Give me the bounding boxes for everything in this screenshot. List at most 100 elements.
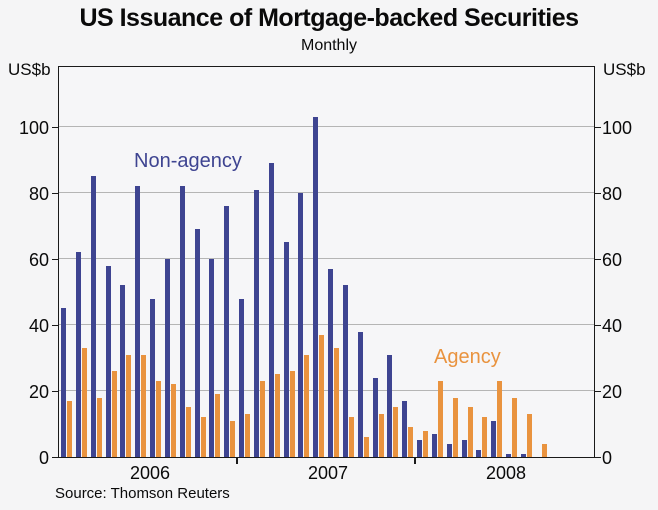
gridline-40 xyxy=(59,324,594,325)
bar-agency-jun-2006 xyxy=(141,355,147,457)
chart-subtitle: Monthly xyxy=(300,37,358,54)
bar-non-agency-may-2006 xyxy=(120,285,126,457)
bar-agency-aug-2006 xyxy=(170,384,176,457)
ytick-label-right-20: 20 xyxy=(602,381,623,402)
bar-non-agency-jun-2008 xyxy=(491,421,497,457)
ytick-mark-right-20 xyxy=(595,390,601,393)
bar-agency-sep-2007 xyxy=(363,437,369,457)
bar-agency-may-2006 xyxy=(126,355,132,457)
bar-agency-feb-2006 xyxy=(81,348,87,457)
bar-agency-oct-2006 xyxy=(200,417,206,457)
bar-non-agency-aug-2008 xyxy=(520,454,526,457)
bar-non-agency-feb-2007 xyxy=(253,190,259,457)
ytick-mark-left-80 xyxy=(52,192,58,195)
ytick-mark-right-0 xyxy=(595,456,601,459)
xtick-year-boundary xyxy=(414,458,416,464)
bar-agency-aug-2008 xyxy=(526,414,532,457)
ytick-label-right-80: 80 xyxy=(602,183,623,204)
bar-non-agency-jul-2008 xyxy=(506,454,511,457)
bar-agency-sep-2006 xyxy=(185,407,191,457)
bar-agency-mar-2008 xyxy=(452,398,458,457)
bar-agency-mar-2006 xyxy=(96,398,102,457)
bar-agency-jun-2007 xyxy=(319,335,325,457)
plot-area xyxy=(58,66,595,458)
bar-agency-apr-2006 xyxy=(111,371,117,457)
bar-agency-nov-2006 xyxy=(215,394,221,457)
bar-non-agency-may-2007 xyxy=(298,193,304,457)
bar-non-agency-mar-2006 xyxy=(90,176,96,457)
bar-agency-jan-2008 xyxy=(423,431,428,457)
ytick-mark-right-100 xyxy=(595,126,601,129)
y-axis-unit-right: US$b xyxy=(603,60,646,79)
y-axis-unit-left: US$b xyxy=(8,60,51,79)
bar-agency-aug-2007 xyxy=(348,417,354,457)
bar-non-agency-may-2008 xyxy=(476,450,482,457)
bar-non-agency-jul-2007 xyxy=(328,269,333,457)
ytick-label-right-60: 60 xyxy=(602,249,623,270)
bar-non-agency-nov-2006 xyxy=(209,259,215,457)
bar-non-agency-apr-2008 xyxy=(461,440,467,457)
ytick-label-left-80: 80 xyxy=(28,183,49,204)
ytick-label-right-100: 100 xyxy=(602,117,633,138)
ytick-label-left-0: 0 xyxy=(38,447,49,468)
bar-non-agency-apr-2007 xyxy=(283,242,289,457)
bar-agency-dec-2007 xyxy=(408,427,414,457)
bar-agency-may-2008 xyxy=(482,417,488,457)
gridline-20 xyxy=(59,390,594,391)
year-label-2006: 2006 xyxy=(129,463,171,483)
bar-non-agency-dec-2006 xyxy=(224,206,230,457)
ytick-label-left-20: 20 xyxy=(28,381,49,402)
ytick-label-right-0: 0 xyxy=(602,447,613,468)
bar-non-agency-sep-2006 xyxy=(179,186,185,457)
bar-non-agency-oct-2006 xyxy=(194,229,200,457)
bar-agency-nov-2007 xyxy=(393,407,399,457)
bar-non-agency-feb-2006 xyxy=(75,252,81,457)
ytick-label-left-100: 100 xyxy=(18,117,49,138)
bar-agency-apr-2008 xyxy=(467,407,473,457)
ytick-mark-left-100 xyxy=(52,126,58,129)
bar-agency-may-2007 xyxy=(304,355,310,457)
chart-title: US Issuance of Mortgage-backed Securitie… xyxy=(79,4,579,32)
bar-agency-jun-2008 xyxy=(497,381,503,457)
bar-non-agency-nov-2007 xyxy=(387,355,393,457)
ytick-mark-right-40 xyxy=(595,324,601,327)
bar-non-agency-aug-2007 xyxy=(342,285,348,457)
year-label-2008: 2008 xyxy=(485,463,527,483)
bar-non-agency-jun-2006 xyxy=(135,186,141,457)
bar-non-agency-sep-2007 xyxy=(357,332,363,457)
bar-non-agency-feb-2008 xyxy=(431,434,437,457)
ytick-label-left-40: 40 xyxy=(28,315,49,336)
series-label-agency: Agency xyxy=(434,346,501,368)
ytick-mark-left-20 xyxy=(52,390,58,393)
source-note: Source: Thomson Reuters xyxy=(55,485,230,502)
bar-agency-jan-2006 xyxy=(67,401,72,457)
bar-agency-feb-2008 xyxy=(437,381,443,457)
bar-agency-oct-2007 xyxy=(378,414,384,457)
ytick-mark-right-80 xyxy=(595,192,601,195)
ytick-label-right-40: 40 xyxy=(602,315,623,336)
gridline-100 xyxy=(59,126,594,127)
bar-agency-sep-2008 xyxy=(541,444,547,457)
gridline-80 xyxy=(59,192,594,193)
bar-non-agency-mar-2007 xyxy=(268,163,274,457)
bar-agency-jul-2007 xyxy=(334,348,339,457)
bar-non-agency-apr-2006 xyxy=(105,266,111,457)
bar-agency-jul-2006 xyxy=(156,381,161,457)
bar-non-agency-jun-2007 xyxy=(313,117,319,457)
bar-non-agency-oct-2007 xyxy=(372,378,378,457)
ytick-mark-right-60 xyxy=(595,258,601,261)
year-label-2007: 2007 xyxy=(307,463,349,483)
gridline-60 xyxy=(59,258,594,259)
ytick-mark-left-40 xyxy=(52,324,58,327)
bar-non-agency-mar-2008 xyxy=(446,444,452,457)
bar-non-agency-aug-2006 xyxy=(164,259,170,457)
bar-agency-feb-2007 xyxy=(259,381,265,457)
ytick-mark-left-0 xyxy=(52,456,58,459)
xtick-year-boundary xyxy=(236,458,238,464)
bar-agency-jan-2007 xyxy=(245,414,250,457)
bar-agency-mar-2007 xyxy=(274,374,280,457)
bar-non-agency-jan-2008 xyxy=(417,440,422,457)
bar-agency-jul-2008 xyxy=(512,398,517,457)
bar-non-agency-jul-2006 xyxy=(150,299,155,457)
